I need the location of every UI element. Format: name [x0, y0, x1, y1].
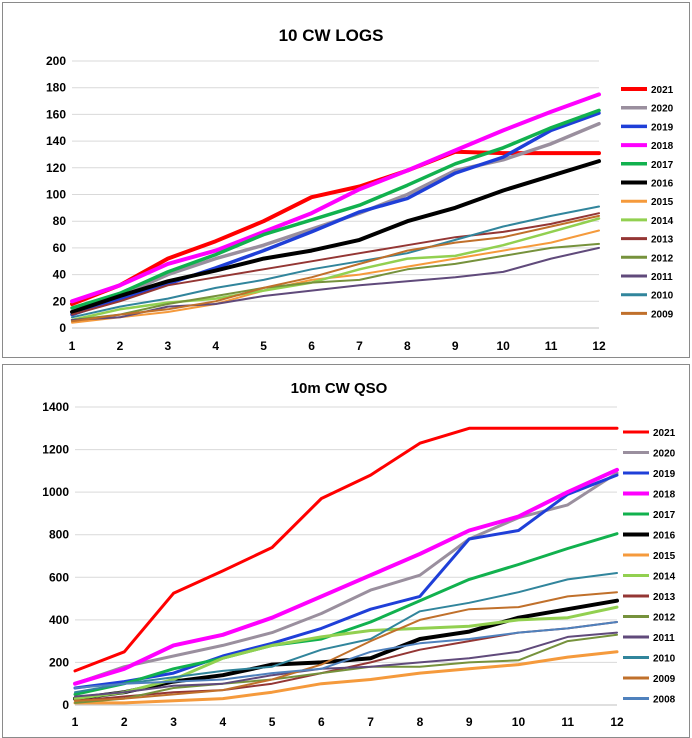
- series-line-2012: [71, 242, 600, 321]
- x-tick-label: 1: [69, 339, 76, 353]
- x-tick-label: 8: [404, 339, 411, 353]
- y-tick-label: 180: [46, 81, 66, 95]
- series-line-2014: [70, 217, 601, 322]
- legend-label: 2018: [653, 490, 676, 501]
- legend-label: 2013: [651, 235, 674, 246]
- series-line-2017: [73, 532, 619, 696]
- legend-label: 2011: [653, 633, 675, 644]
- legend-label: 2010: [653, 654, 676, 665]
- series-line-2019: [73, 473, 619, 690]
- legend-label: 2010: [651, 291, 674, 302]
- series-line-2011: [71, 246, 600, 321]
- series-line-2011: [74, 631, 618, 698]
- legend-label: 2016: [653, 531, 676, 542]
- legend-label: 2014: [653, 572, 676, 583]
- legend-label: 2013: [653, 592, 676, 603]
- y-tick-label: 200: [49, 655, 69, 669]
- series-line-2020: [73, 471, 619, 686]
- y-tick-label: 120: [46, 161, 66, 175]
- series-line-2018: [70, 92, 601, 304]
- series-line-2013: [71, 212, 600, 316]
- x-tick-label: 1: [72, 715, 79, 729]
- series-line-2018: [73, 467, 619, 686]
- y-tick-label: 0: [59, 321, 66, 335]
- y-tick-label: 60: [53, 241, 67, 255]
- y-tick-label: 400: [49, 613, 69, 627]
- y-tick-label: 40: [53, 268, 67, 282]
- legend-label: 2012: [651, 253, 674, 264]
- x-tick-label: 10: [497, 339, 511, 353]
- x-tick-label: 7: [367, 715, 374, 729]
- x-tick-label: 5: [269, 715, 276, 729]
- legend-label: 2020: [651, 104, 674, 115]
- series-line-2009: [74, 591, 618, 702]
- x-tick-label: 3: [164, 339, 171, 353]
- x-tick-label: 11: [545, 339, 558, 353]
- series-line-2008: [74, 621, 618, 689]
- x-tick-label: 11: [561, 715, 574, 729]
- series-line-2021: [73, 426, 619, 673]
- legend-label: 2019: [651, 122, 674, 133]
- x-tick-label: 10: [512, 715, 526, 729]
- chart-panel-bottom: 10m CW QSO 0 200 400 600 800 1000 1200 1400 1 2 3 4…: [2, 364, 690, 738]
- x-tick-label: 9: [452, 339, 459, 353]
- x-tick-label: 6: [318, 715, 325, 729]
- series-line-2016: [70, 159, 601, 314]
- x-tick-label: 8: [417, 715, 424, 729]
- y-tick-label: 1400: [42, 400, 69, 414]
- x-tick-label: 7: [356, 339, 363, 353]
- legend-label: 2014: [651, 216, 674, 227]
- y-tick-label: 200: [46, 54, 66, 68]
- legend-label: 2011: [651, 272, 673, 283]
- chart-title: 10m CW QSO: [291, 380, 388, 397]
- x-tick-label: 2: [121, 715, 128, 729]
- y-tick-label: 140: [46, 134, 66, 148]
- legend-label: 2017: [653, 510, 676, 521]
- legend-label: 2015: [651, 197, 674, 208]
- y-tick-label: 0: [62, 698, 69, 712]
- series-line-2009: [71, 214, 600, 323]
- legend-label: 2009: [651, 309, 674, 320]
- series-line-2010: [74, 572, 618, 694]
- chart-panel-top: 10 CW LOGS 0 20 40 60 80 100 120 140 160 180 200 1 2…: [2, 2, 690, 358]
- x-tick-label: 2: [117, 339, 124, 353]
- legend-label: 2016: [651, 179, 674, 190]
- series-line-2010: [71, 205, 600, 319]
- y-tick-label: 600: [49, 570, 69, 584]
- y-tick-label: 160: [46, 107, 66, 121]
- legend-label: 2012: [653, 613, 676, 624]
- y-tick-label: 80: [53, 214, 67, 228]
- legend-label: 2008: [653, 695, 676, 706]
- y-tick-label: 20: [53, 294, 67, 308]
- x-tick-label: 12: [592, 339, 606, 353]
- x-tick-label: 6: [308, 339, 315, 353]
- legend-label: 2009: [653, 674, 676, 685]
- series-line-2015: [71, 229, 600, 324]
- y-tick-label: 100: [46, 188, 66, 202]
- legend-label: 2018: [651, 141, 674, 152]
- series-line-2012: [74, 633, 618, 704]
- x-tick-label: 9: [466, 715, 473, 729]
- x-tick-label: 4: [219, 715, 226, 729]
- legend-label: 2017: [651, 160, 674, 171]
- series-line-2019: [70, 111, 601, 317]
- y-tick-label: 1000: [42, 485, 69, 499]
- x-tick-label: 4: [212, 339, 219, 353]
- x-tick-label: 5: [260, 339, 267, 353]
- y-tick-label: 1200: [42, 443, 69, 457]
- legend-label: 2021: [653, 428, 676, 439]
- x-tick-label: 3: [170, 715, 177, 729]
- legend-label: 2021: [651, 85, 674, 96]
- legend-label: 2015: [653, 551, 676, 562]
- chart-title: 10 CW LOGS: [279, 26, 384, 45]
- series-line-2015: [73, 650, 619, 705]
- y-tick-label: 800: [49, 528, 69, 542]
- legend-label: 2020: [653, 449, 676, 460]
- series-line-2017: [70, 108, 601, 310]
- legend-label: 2019: [653, 469, 676, 480]
- x-tick-label: 12: [610, 715, 624, 729]
